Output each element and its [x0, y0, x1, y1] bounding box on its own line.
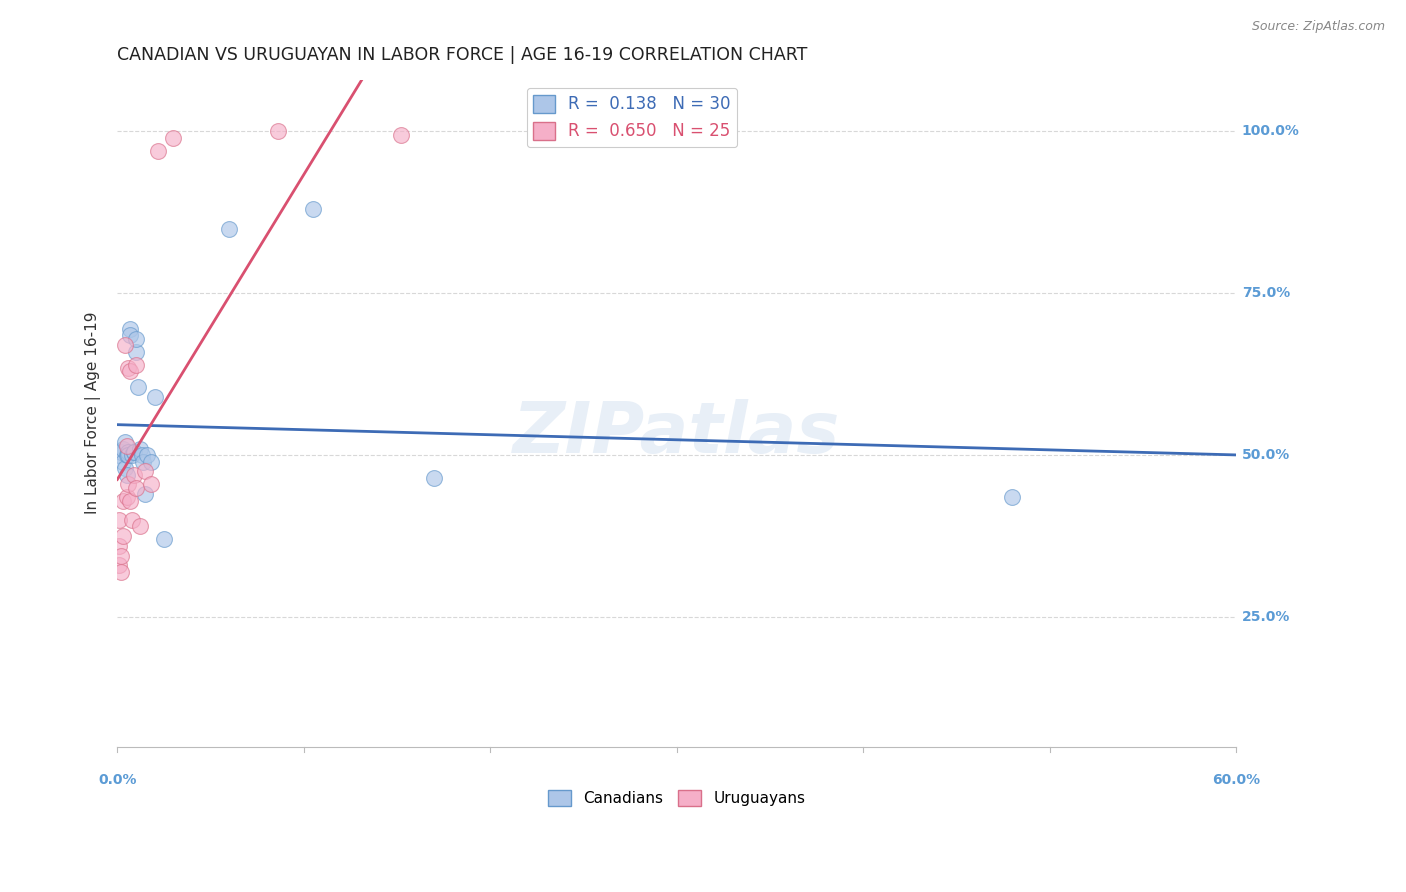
Point — [122, 445, 145, 459]
Point — [108, 448, 131, 462]
Point — [125, 344, 148, 359]
Point — [148, 144, 170, 158]
Point — [108, 539, 131, 553]
Point — [125, 481, 148, 495]
Point — [139, 455, 162, 469]
Point — [162, 131, 184, 145]
Point — [110, 549, 132, 563]
Point — [121, 448, 143, 462]
Point — [115, 491, 138, 505]
Point — [111, 455, 134, 469]
Point — [121, 513, 143, 527]
Point — [117, 477, 139, 491]
Point — [128, 442, 150, 456]
Point — [120, 493, 142, 508]
Text: 50.0%: 50.0% — [1241, 449, 1291, 462]
Point — [117, 360, 139, 375]
Point — [139, 477, 162, 491]
Text: ZIPatlas: ZIPatlas — [513, 399, 841, 467]
Point — [114, 461, 136, 475]
Point — [111, 442, 134, 456]
Point — [120, 322, 142, 336]
Point — [125, 332, 148, 346]
Point — [117, 445, 139, 459]
Point — [111, 493, 134, 508]
Text: 0.0%: 0.0% — [98, 772, 136, 787]
Point — [115, 467, 138, 482]
Point — [108, 558, 131, 573]
Point — [110, 445, 132, 459]
Point — [127, 380, 149, 394]
Point — [114, 338, 136, 352]
Point — [120, 328, 142, 343]
Point — [132, 455, 155, 469]
Point — [128, 519, 150, 533]
Point — [266, 124, 288, 138]
Point — [302, 202, 325, 217]
Point — [122, 467, 145, 482]
Text: 60.0%: 60.0% — [1212, 772, 1260, 787]
Point — [423, 471, 446, 485]
Point — [389, 128, 412, 142]
Point — [122, 445, 145, 459]
Legend: Canadians, Uruguayans: Canadians, Uruguayans — [541, 783, 811, 813]
Point — [136, 448, 159, 462]
Text: 100.0%: 100.0% — [1241, 125, 1299, 138]
Point — [134, 487, 156, 501]
Point — [218, 221, 240, 235]
Point — [108, 513, 131, 527]
Y-axis label: In Labor Force | Age 16-19: In Labor Force | Age 16-19 — [86, 312, 101, 515]
Point — [1001, 491, 1024, 505]
Point — [114, 435, 136, 450]
Point — [110, 565, 132, 579]
Point — [134, 465, 156, 479]
Text: 75.0%: 75.0% — [1241, 286, 1291, 301]
Point — [153, 533, 176, 547]
Text: Source: ZipAtlas.com: Source: ZipAtlas.com — [1251, 20, 1385, 33]
Text: CANADIAN VS URUGUAYAN IN LABOR FORCE | AGE 16-19 CORRELATION CHART: CANADIAN VS URUGUAYAN IN LABOR FORCE | A… — [117, 46, 807, 64]
Point — [143, 390, 166, 404]
Point — [125, 358, 148, 372]
Point — [117, 448, 139, 462]
Text: 25.0%: 25.0% — [1241, 610, 1291, 624]
Point — [120, 364, 142, 378]
Point — [115, 448, 138, 462]
Point — [131, 448, 153, 462]
Point — [115, 438, 138, 452]
Point — [111, 529, 134, 543]
